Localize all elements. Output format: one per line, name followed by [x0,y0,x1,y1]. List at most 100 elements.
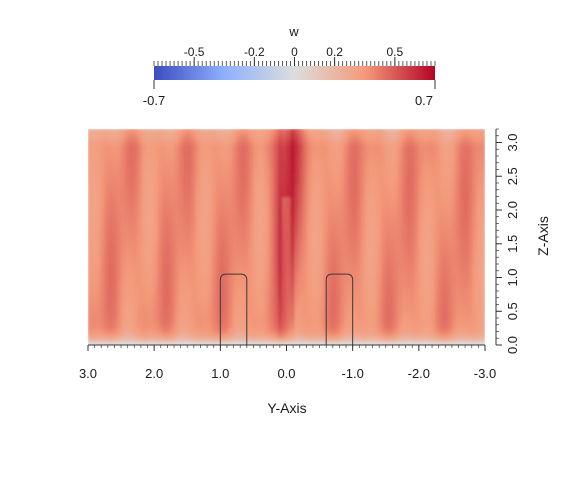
field-cell [240,148,246,154]
field-cell [447,200,453,206]
field-cell [215,236,221,242]
field-cell [393,220,399,226]
field-cell [269,200,275,206]
field-cell [228,152,234,158]
field-cell [290,280,296,286]
field-cell [253,312,258,318]
field-cell [224,164,229,170]
field-cell [298,148,304,154]
field-cell [319,148,325,154]
field-cell [315,272,320,278]
field-cell [166,224,172,230]
colorbar-max-label: 0.7 [415,93,433,108]
field-cell [248,312,254,318]
field-cell [199,260,205,266]
field-cell [108,176,114,182]
field-cell [277,312,283,318]
field-cell [451,260,457,266]
field-cell [116,300,122,306]
field-cell [129,328,134,334]
field-cell [199,264,205,270]
field-cell [286,152,291,158]
field-cell [286,340,291,345]
field-cell [422,312,428,318]
field-cell [149,132,155,138]
field-cell [298,220,304,226]
field-cell [166,300,172,306]
field-cell [178,184,184,190]
field-cell [112,260,118,266]
field-cell [331,328,337,334]
field-cell [348,232,353,238]
field-cell [356,224,362,230]
field-cell [224,264,229,270]
field-cell [257,144,262,150]
field-cell [393,176,399,182]
field-cell [211,188,217,194]
field-cell [331,216,337,222]
field-cell [331,192,337,198]
field-cell [158,220,163,226]
field-cell [170,132,176,138]
field-cell [174,284,180,290]
field-cell [397,252,403,258]
field-cell [451,316,457,322]
field-cell [339,164,345,170]
field-cell [232,244,238,250]
field-cell [335,288,341,294]
field-cell [385,336,391,342]
field-cell [100,256,105,262]
field-cell [191,268,196,274]
field-cell [381,268,387,274]
field-cell [95,196,101,202]
field-cell [451,216,457,222]
field-cell [311,284,316,290]
field-cell [459,212,465,218]
field-cell [443,196,449,202]
field-cell [302,320,308,326]
field-cell [414,240,420,246]
field-cell [232,260,238,266]
field-cell [294,152,300,158]
field-cell [129,308,134,314]
field-cell [108,136,114,142]
field-cell [360,304,366,310]
field-cell [414,216,420,222]
field-cell [162,168,167,174]
field-cell [327,180,333,186]
field-cell [207,184,213,190]
field-cell [236,208,242,214]
field-cell [426,224,432,230]
field-cell [389,324,395,330]
field-cell [224,180,229,186]
field-cell [393,228,399,234]
field-cell [406,132,411,138]
field-cell [377,164,382,170]
field-cell [116,324,122,330]
field-cell [389,148,395,154]
field-cell [344,164,349,170]
field-cell [352,172,358,178]
field-cell [331,236,337,242]
field-cell [406,296,411,302]
field-cell [162,300,167,306]
field-cell [311,264,316,270]
field-cell [393,324,399,330]
field-cell [352,292,358,298]
field-cell [195,340,200,345]
field-cell [339,192,345,198]
field-cell [418,280,424,286]
field-cell [368,252,374,258]
field-cell [228,224,234,230]
field-cell [257,260,262,266]
field-cell [133,228,138,234]
field-cell [199,160,205,166]
field-cell [248,220,254,226]
field-cell [389,260,395,266]
field-cell [356,188,362,194]
field-cell [327,248,333,254]
field-cell [414,284,420,290]
field-cell [203,272,209,278]
field-cell [120,256,126,262]
field-cell [406,200,411,206]
